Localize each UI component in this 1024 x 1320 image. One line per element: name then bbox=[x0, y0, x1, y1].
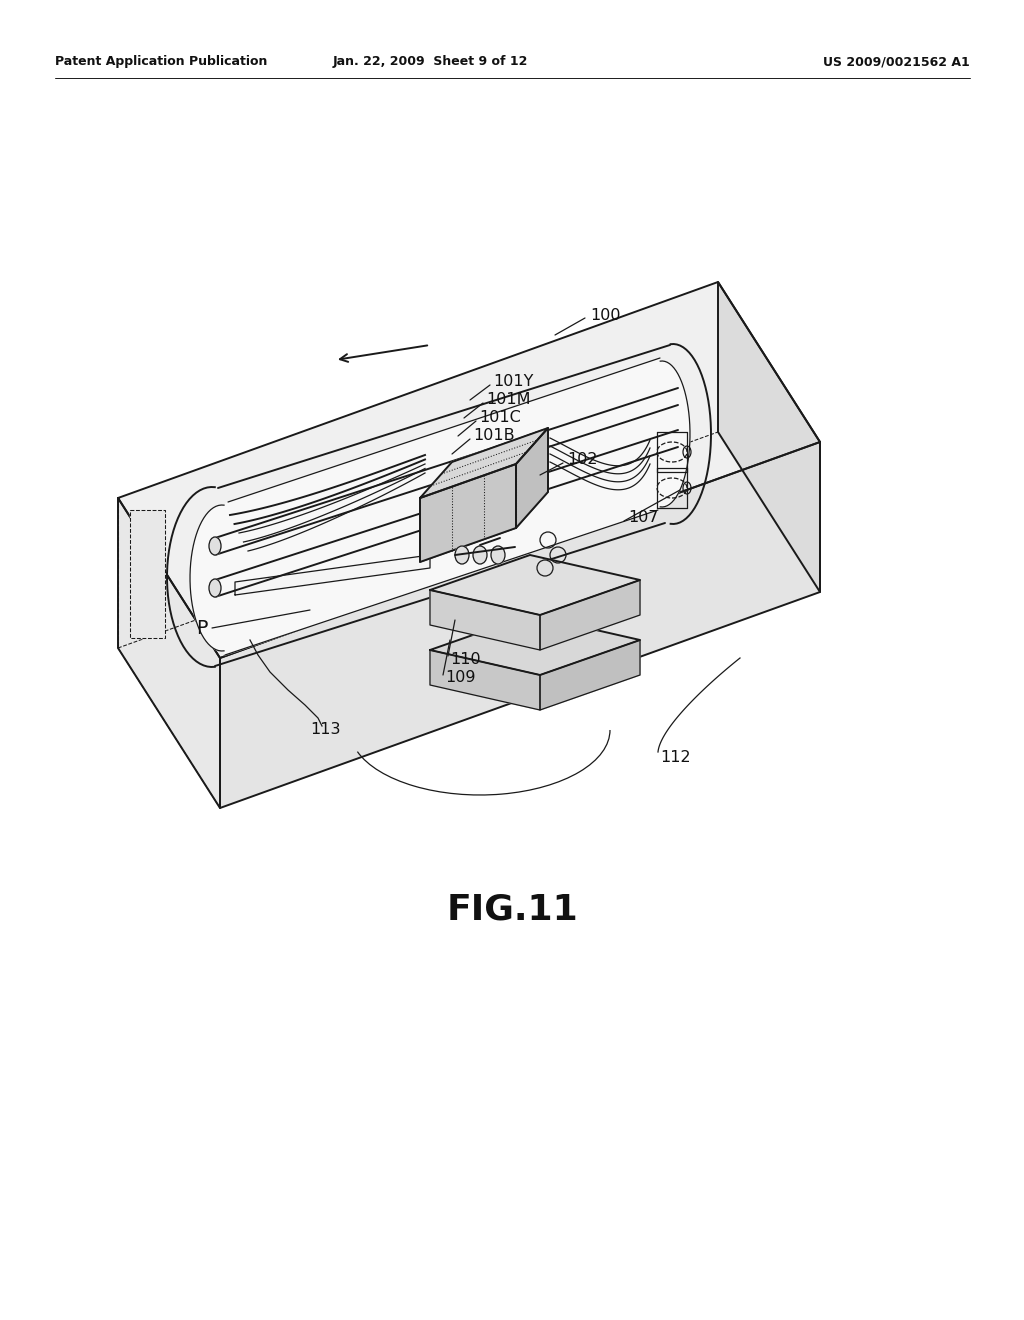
Text: 112: 112 bbox=[660, 751, 690, 766]
Polygon shape bbox=[190, 358, 690, 655]
Polygon shape bbox=[420, 492, 548, 562]
Polygon shape bbox=[118, 498, 220, 808]
Text: 101B: 101B bbox=[473, 429, 515, 444]
Polygon shape bbox=[234, 554, 430, 595]
Polygon shape bbox=[540, 640, 640, 710]
Ellipse shape bbox=[473, 546, 487, 564]
Polygon shape bbox=[430, 615, 640, 675]
Polygon shape bbox=[220, 442, 820, 808]
Ellipse shape bbox=[455, 546, 469, 564]
Polygon shape bbox=[420, 465, 516, 562]
Ellipse shape bbox=[490, 546, 505, 564]
Polygon shape bbox=[540, 579, 640, 649]
Text: 100: 100 bbox=[590, 308, 621, 322]
Text: US 2009/0021562 A1: US 2009/0021562 A1 bbox=[823, 55, 970, 69]
Text: 113: 113 bbox=[310, 722, 341, 738]
Polygon shape bbox=[430, 649, 540, 710]
Text: 107: 107 bbox=[628, 511, 658, 525]
Text: FIG.11: FIG.11 bbox=[446, 894, 578, 927]
Polygon shape bbox=[452, 428, 548, 525]
Polygon shape bbox=[718, 282, 820, 591]
Ellipse shape bbox=[209, 579, 221, 597]
Ellipse shape bbox=[209, 537, 221, 554]
Polygon shape bbox=[516, 428, 548, 528]
Polygon shape bbox=[430, 554, 640, 615]
Polygon shape bbox=[420, 428, 548, 498]
Text: 101M: 101M bbox=[486, 392, 530, 408]
Text: Jan. 22, 2009  Sheet 9 of 12: Jan. 22, 2009 Sheet 9 of 12 bbox=[333, 55, 527, 69]
Polygon shape bbox=[430, 590, 540, 649]
Text: P: P bbox=[197, 619, 208, 638]
Text: Patent Application Publication: Patent Application Publication bbox=[55, 55, 267, 69]
Text: 110: 110 bbox=[450, 652, 480, 668]
Text: 102: 102 bbox=[567, 453, 597, 467]
Text: 101Y: 101Y bbox=[493, 375, 534, 389]
Text: 109: 109 bbox=[445, 671, 475, 685]
Polygon shape bbox=[130, 510, 165, 638]
Text: 101C: 101C bbox=[479, 411, 521, 425]
Polygon shape bbox=[118, 282, 820, 657]
